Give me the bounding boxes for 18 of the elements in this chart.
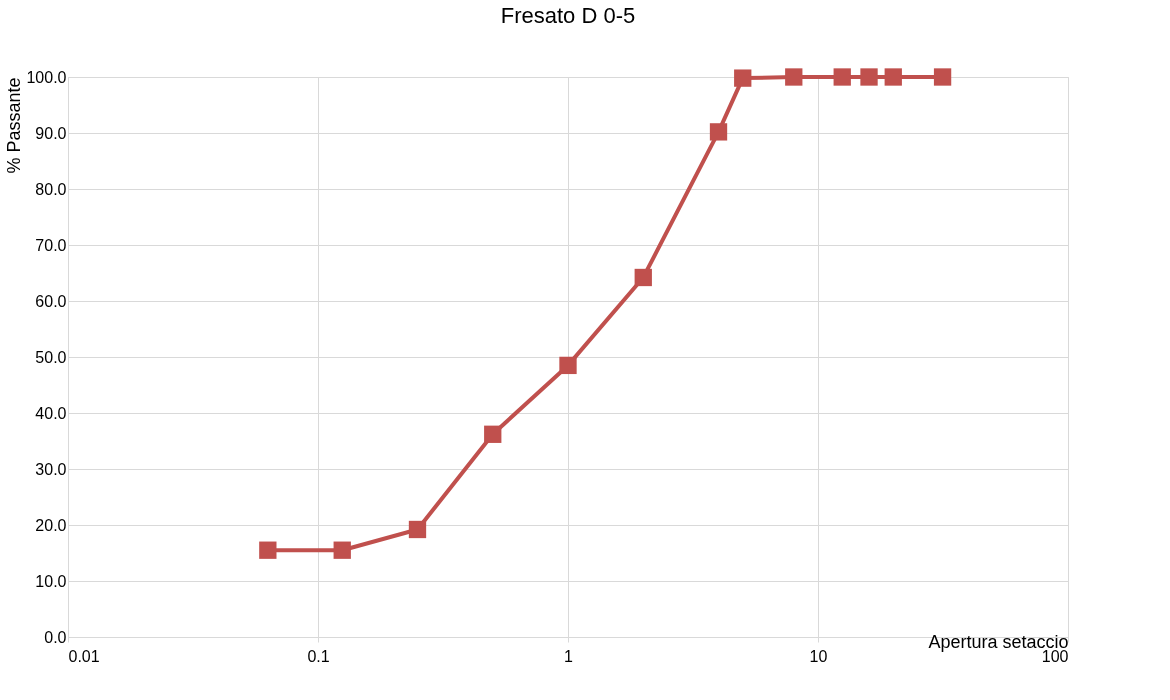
y-axis-title: % Passante — [4, 77, 25, 174]
y-tick-label: 70.0 — [35, 236, 67, 254]
x-tick-label: 100 — [1041, 647, 1069, 665]
x-tick-label: 0.1 — [307, 647, 330, 665]
chart-title: Fresato D 0-5 — [500, 3, 636, 29]
x-tick-label: 10 — [809, 647, 828, 665]
y-tick-label: 0.0 — [44, 628, 67, 646]
y-tick-label: 30.0 — [35, 460, 67, 478]
y-tick-label: 50.0 — [35, 348, 67, 366]
y-tick-label: 60.0 — [35, 292, 67, 310]
x-tick-label: 1 — [564, 647, 574, 665]
y-tick-label: 40.0 — [35, 404, 67, 422]
y-tick-label: 90.0 — [35, 124, 67, 142]
y-tick-label: 100.0 — [26, 68, 67, 86]
y-tick-label: 10.0 — [35, 572, 67, 590]
x-tick-label: 0.01 — [68, 647, 100, 665]
y-tick-label: 20.0 — [35, 516, 67, 534]
y-tick-label: 80.0 — [35, 180, 67, 198]
